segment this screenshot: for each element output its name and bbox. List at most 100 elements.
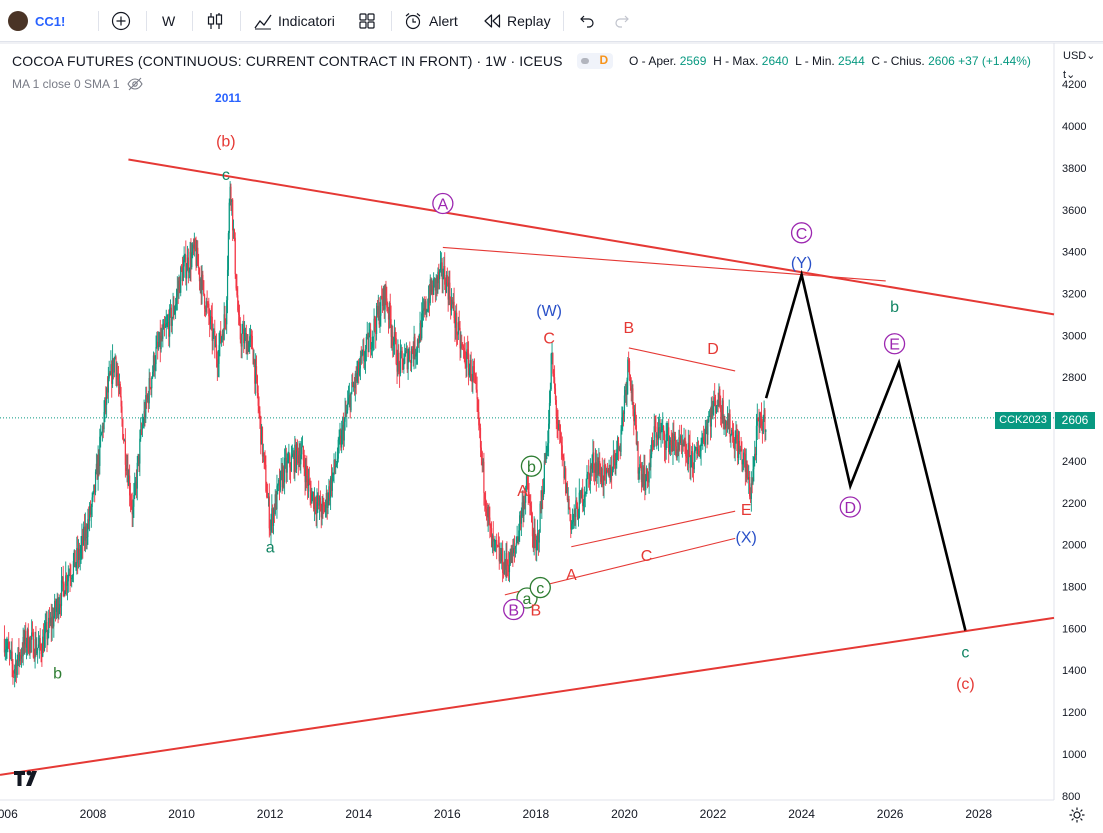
candle-body [361, 351, 363, 357]
candle-body [106, 388, 109, 393]
candle-body [589, 465, 591, 485]
candle-body [204, 308, 207, 312]
candle-body [689, 444, 691, 468]
candle-body [55, 607, 57, 612]
delay-badge[interactable]: D [576, 53, 613, 69]
tradingview-logo-icon[interactable] [12, 768, 42, 793]
candle-body [238, 314, 241, 324]
candle-body [625, 390, 627, 396]
indicators-button[interactable]: Indicatori [253, 0, 335, 42]
candle-body [346, 410, 348, 415]
candle-body [529, 502, 531, 506]
replay-button[interactable]: Replay [482, 0, 551, 42]
templates-button[interactable] [357, 0, 377, 42]
candle-body [164, 326, 166, 328]
candle-body [397, 352, 399, 372]
projection-path [764, 269, 967, 631]
eye-crossed-icon[interactable] [127, 77, 144, 91]
candle-body [629, 374, 631, 386]
candle-body [585, 491, 587, 494]
time-axis[interactable]: 2006 2008 2010 2012 2014 2016 2018 2020 2022 2024… [0, 807, 992, 821]
redo-button[interactable] [613, 0, 633, 42]
candle-body [325, 493, 327, 505]
candle-body [249, 336, 251, 343]
compare-button[interactable] [111, 0, 131, 42]
candle-body [433, 278, 435, 295]
candle-body [155, 346, 157, 365]
candle-body [713, 397, 715, 407]
wave-label-circle [520, 455, 543, 477]
candle-body [602, 482, 604, 486]
candle-body [14, 663, 17, 669]
price-tick-label: 2800 [1062, 372, 1086, 384]
candle-body [310, 491, 312, 504]
candle-body [95, 463, 98, 472]
chart-style-button[interactable] [205, 0, 225, 42]
candle-body [138, 454, 140, 464]
candle-body [525, 488, 527, 503]
candle-body [619, 447, 621, 452]
undo-button[interactable] [576, 0, 596, 42]
candle-body [639, 464, 641, 471]
candle-body [569, 508, 571, 515]
candle-body [176, 289, 178, 297]
candle-body [348, 395, 350, 398]
candle-body [305, 465, 307, 483]
candle-body [510, 549, 512, 564]
candle-body [183, 259, 185, 267]
ma-indicator-legend[interactable]: MA 1 close 0 SMA 1 [12, 77, 144, 91]
candle-body [743, 452, 746, 454]
candle-body [60, 604, 62, 606]
candle-body [89, 506, 92, 515]
candle-body [503, 561, 505, 574]
candle-body [141, 424, 143, 430]
candle-body [208, 303, 210, 317]
candle-body [542, 490, 544, 498]
candle-body [127, 468, 129, 486]
price-tick-label: 2400 [1062, 456, 1086, 468]
candle-body [171, 317, 173, 326]
candle-body [252, 349, 254, 365]
candle-body [169, 308, 171, 337]
candle-body [219, 331, 221, 346]
interval-button[interactable]: W [162, 0, 175, 42]
candle-body [56, 598, 58, 608]
candle-body [435, 277, 437, 291]
candle-body [659, 427, 661, 434]
candle-body [57, 598, 59, 616]
candle-body [112, 358, 115, 373]
candle-body [149, 378, 151, 388]
candle-body [388, 302, 390, 320]
gear-icon[interactable] [1068, 806, 1086, 829]
candle-body [688, 442, 690, 445]
candle-body [536, 539, 538, 551]
candle-body [723, 420, 725, 424]
candle-body [755, 425, 758, 456]
candle-body [680, 435, 683, 446]
currency-selector[interactable]: USD⌄ [1063, 49, 1095, 62]
time-tick-label: 2024 [788, 807, 815, 821]
unit-selector[interactable]: t⌄ [1063, 68, 1075, 81]
price-axis[interactable]: 8001000120014001600180020002200240026002… [1062, 79, 1086, 803]
candle-body [753, 456, 755, 470]
candle-body [545, 451, 547, 463]
symbol-search[interactable]: CC1! [8, 0, 65, 42]
candle-body [590, 465, 592, 469]
candle-body [641, 474, 643, 483]
candle-body [94, 471, 97, 493]
candle-body [161, 335, 163, 339]
candle-body [296, 443, 298, 452]
candle-body [630, 385, 632, 394]
candle-body [748, 477, 750, 480]
close-value: 2606 [928, 54, 955, 68]
alert-button[interactable]: Alert [403, 0, 458, 42]
candle-body [369, 329, 371, 337]
candle-body [285, 457, 287, 473]
candle-body [562, 455, 564, 458]
wave-label: (W) [536, 303, 562, 320]
candle-body [623, 395, 626, 414]
candles-icon [207, 13, 223, 29]
candle-body [48, 617, 51, 624]
candle-body [628, 360, 631, 375]
